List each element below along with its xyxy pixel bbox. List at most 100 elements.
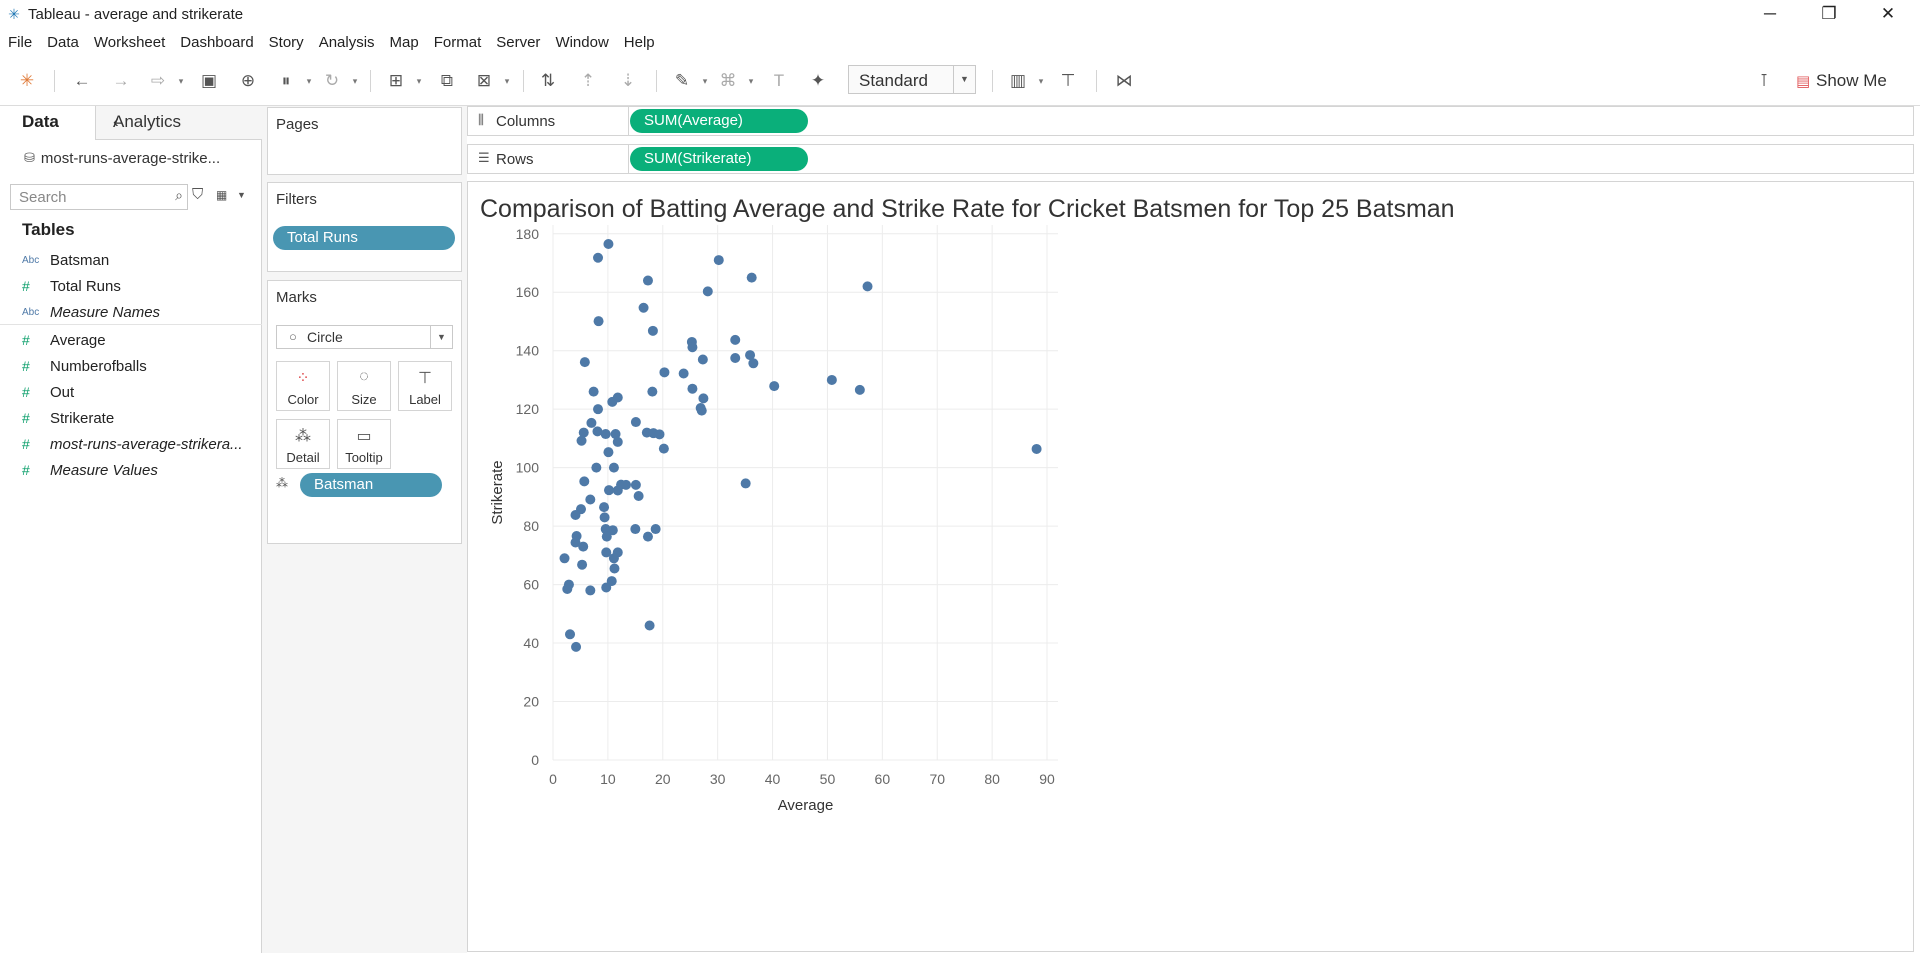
data-point[interactable] — [730, 334, 741, 345]
replay-dropdown-icon[interactable]: ▾ — [178, 76, 184, 86]
data-point[interactable] — [601, 531, 612, 542]
menu-file[interactable]: File — [8, 33, 33, 51]
data-point[interactable] — [854, 384, 865, 395]
data-point[interactable] — [650, 524, 661, 535]
tooltip-button[interactable]: ▭ Tooltip — [337, 419, 391, 469]
mark-type-dropdown[interactable]: ○ Circle ▼ — [276, 325, 453, 349]
data-point[interactable] — [588, 386, 599, 397]
data-point[interactable] — [607, 525, 618, 536]
filter-icon[interactable]: ⛉ — [192, 186, 204, 203]
duplicate-sheet-icon[interactable]: ⧉ — [440, 71, 454, 90]
data-point[interactable] — [610, 429, 621, 440]
tab-data[interactable]: Data — [0, 106, 96, 140]
data-point[interactable] — [576, 435, 587, 446]
share-icon[interactable]: ⋈ — [1115, 71, 1133, 90]
data-point[interactable] — [630, 524, 641, 535]
sort-ascending-icon[interactable]: ⇡ — [580, 71, 596, 90]
field-measure-values[interactable]: # Measure Values — [22, 458, 158, 482]
data-point[interactable] — [593, 316, 604, 327]
data-point[interactable] — [592, 426, 603, 437]
data-point[interactable] — [687, 342, 698, 353]
field-strikerate[interactable]: # Strikerate — [22, 406, 114, 430]
show-me-button[interactable]: ▤ Show Me — [1796, 69, 1916, 93]
data-point[interactable] — [585, 494, 596, 505]
data-point[interactable] — [591, 462, 602, 473]
undo-icon[interactable]: ← — [73, 71, 91, 90]
datasource-item[interactable]: ⛁ most-runs-average-strike... — [24, 146, 220, 170]
data-point[interactable] — [609, 563, 620, 574]
data-point[interactable] — [579, 476, 590, 487]
detail-button[interactable]: ⁂ Detail — [276, 419, 330, 469]
field-measure-names[interactable]: Abc Measure Names — [22, 300, 160, 324]
refresh-icon[interactable]: ↻ — [324, 71, 340, 90]
fix-axes-icon[interactable]: ✦ — [810, 71, 826, 90]
data-point[interactable] — [638, 302, 649, 313]
data-point[interactable] — [630, 479, 641, 490]
tableau-start-icon[interactable]: ✳ — [19, 71, 35, 90]
new-worksheet-icon[interactable]: ⊞ — [388, 71, 404, 90]
presentation-mode-icon[interactable]: ⊤ — [1060, 71, 1076, 90]
data-point[interactable] — [600, 429, 611, 440]
data-point[interactable] — [654, 429, 665, 440]
data-point[interactable] — [621, 479, 632, 490]
menu-dashboard[interactable]: Dashboard — [180, 33, 254, 51]
data-point[interactable] — [601, 582, 612, 593]
collapse-pane-icon[interactable]: ‹ — [113, 112, 119, 131]
data-point[interactable] — [642, 275, 653, 286]
minimize-button[interactable]: ─ — [1763, 4, 1777, 23]
pages-card[interactable]: Pages — [267, 107, 462, 175]
data-point[interactable] — [578, 541, 589, 552]
data-point[interactable] — [862, 281, 873, 292]
rows-shelf[interactable]: ☰ Rows SUM(Strikerate) — [467, 144, 1914, 174]
group-dropdown-icon[interactable]: ▾ — [748, 76, 754, 86]
data-point[interactable] — [647, 386, 658, 397]
data-point[interactable] — [577, 559, 588, 570]
menu-map[interactable]: Map — [389, 33, 419, 51]
field-total-runs[interactable]: # Total Runs — [22, 274, 121, 298]
new-worksheet-dropdown-icon[interactable]: ▾ — [416, 76, 422, 86]
chart-title[interactable]: Comparison of Batting Average and Strike… — [480, 195, 1455, 223]
field-record-count[interactable]: # most-runs-average-strikera... — [22, 432, 243, 456]
menu-window[interactable]: Window — [555, 33, 609, 51]
data-point[interactable] — [633, 491, 644, 502]
data-point[interactable] — [678, 368, 689, 379]
data-point[interactable] — [599, 512, 610, 523]
menu-analysis[interactable]: Analysis — [318, 33, 375, 51]
field-out[interactable]: # Out — [22, 380, 74, 404]
data-point[interactable] — [698, 393, 709, 404]
highlight-icon[interactable]: ✎ — [674, 71, 690, 90]
data-point[interactable] — [612, 436, 623, 447]
data-point[interactable] — [570, 510, 581, 521]
data-point[interactable] — [603, 485, 614, 496]
filters-card[interactable]: Filters Total Runs — [267, 182, 462, 272]
replay-icon[interactable]: ⇨ — [150, 71, 166, 90]
data-point[interactable] — [593, 252, 604, 263]
data-point[interactable] — [608, 553, 619, 564]
menu-format[interactable]: Format — [433, 33, 482, 51]
data-point[interactable] — [730, 353, 741, 364]
clear-sheet-icon[interactable]: ⊠ — [476, 71, 492, 90]
data-point[interactable] — [702, 286, 713, 297]
view-options-dropdown-icon[interactable]: ▼ — [237, 190, 246, 200]
data-point[interactable] — [826, 374, 837, 385]
new-datasource-icon[interactable]: ⊕ — [240, 71, 256, 90]
search-input[interactable] — [17, 188, 157, 206]
show-cards-icon[interactable]: ▥ — [1009, 71, 1027, 90]
fit-dropdown[interactable]: Standard ▼ — [848, 65, 976, 94]
columns-pill[interactable]: SUM(Average) — [630, 109, 808, 133]
worksheet-view[interactable]: Comparison of Batting Average and Strike… — [467, 181, 1914, 952]
data-point[interactable] — [746, 272, 757, 283]
data-point[interactable] — [647, 325, 658, 336]
field-numberofballs[interactable]: # Numberofballs — [22, 354, 147, 378]
data-point[interactable] — [565, 629, 576, 640]
y-axis-label[interactable]: Strikerate — [489, 460, 506, 524]
highlight-dropdown-icon[interactable]: ▾ — [702, 76, 708, 86]
data-point[interactable] — [601, 547, 612, 558]
pause-dropdown-icon[interactable]: ▾ — [306, 76, 312, 86]
data-point[interactable] — [745, 350, 756, 361]
data-point[interactable] — [644, 620, 655, 631]
data-point[interactable] — [599, 502, 610, 513]
swap-rows-columns-icon[interactable]: ⇅ — [540, 71, 556, 90]
data-point[interactable] — [630, 417, 641, 428]
data-point[interactable] — [579, 357, 590, 368]
